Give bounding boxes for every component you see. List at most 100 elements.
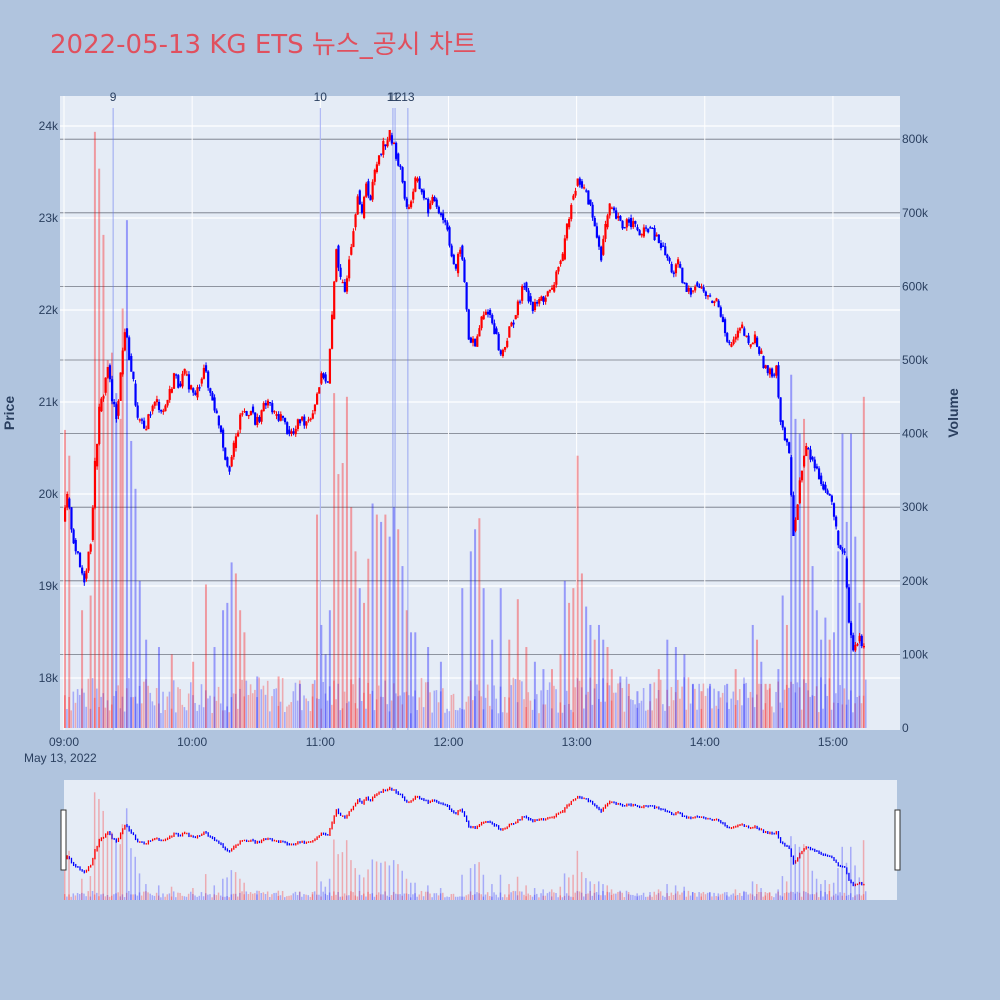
volume-bar: [341, 463, 344, 728]
volume-bar: [350, 507, 353, 728]
volume-bar: [662, 704, 664, 728]
slider-volume-bar: [559, 886, 562, 900]
price-candle: [783, 427, 786, 441]
slider-volume-bar: [427, 891, 429, 900]
slider-volume-bar: [533, 888, 536, 900]
volume-bar: [138, 685, 141, 728]
volume-bar: [190, 682, 192, 728]
volume-bar: [516, 702, 519, 728]
price-candle: [429, 203, 432, 209]
price-candle: [670, 264, 673, 273]
slider-volume-bar: [121, 824, 124, 900]
slider-volume-bar: [461, 896, 463, 900]
price-candle: [377, 155, 381, 165]
volume-bar: [687, 677, 690, 728]
price-candle: [136, 405, 139, 418]
slider-volume-bar: [644, 896, 647, 900]
slider-volume-bar: [651, 896, 653, 900]
slider-volume-bar: [243, 882, 245, 900]
slider-volume-bar: [345, 895, 348, 900]
price-candle: [360, 204, 364, 213]
range-slider-right-handle[interactable]: [894, 809, 901, 871]
volume-bar: [392, 507, 395, 728]
volume-bar: [187, 693, 190, 728]
volume-bar: [728, 708, 730, 728]
slider-volume-bar: [734, 889, 737, 900]
slider-volume-bar: [510, 892, 512, 900]
price-candle: [157, 402, 161, 410]
volume-bar: [98, 168, 101, 728]
slider-volume-bar: [683, 890, 685, 900]
volume-bar: [766, 689, 769, 728]
price-candle: [162, 410, 165, 412]
volume-bar: [414, 632, 417, 728]
volume-bar: [743, 683, 746, 728]
price-candle: [78, 552, 82, 568]
volume-bar: [826, 695, 829, 728]
range-slider-left-handle[interactable]: [60, 809, 67, 871]
slider-volume-bar: [399, 894, 401, 900]
price-candle: [542, 296, 545, 302]
slider-volume-bar: [610, 895, 613, 900]
volume-bar: [817, 712, 820, 728]
slider-volume-bar: [783, 893, 786, 900]
slider-volume-bar: [736, 894, 739, 900]
price-candle: [536, 302, 539, 304]
volume-bar: [700, 708, 703, 728]
y2-tick-label: 0: [902, 721, 909, 735]
slider-volume-bar: [589, 881, 591, 900]
volume-bar: [847, 699, 850, 728]
volume-bar: [651, 710, 653, 728]
volume-bar: [837, 702, 839, 728]
slider-volume-bar: [809, 894, 811, 900]
volume-bar: [121, 696, 124, 728]
slider-volume-bar: [465, 895, 468, 900]
price-candle: [561, 253, 564, 261]
slider-volume-bar: [550, 889, 553, 900]
volume-bar: [482, 709, 485, 728]
slider-volume-bar: [204, 874, 207, 900]
volume-bar: [204, 690, 207, 728]
volume-bar: [666, 639, 669, 728]
slider-volume-bar: [796, 891, 799, 900]
price-candle: [476, 336, 479, 347]
slider-volume-bar: [691, 892, 694, 900]
slider-volume-bar: [546, 893, 549, 900]
volume-bar: [102, 693, 105, 728]
volume-bar: [850, 433, 853, 728]
range-slider-background[interactable]: [64, 780, 897, 900]
price-candle: [390, 135, 393, 144]
slider-volume-bar: [309, 896, 312, 900]
slider-volume-bar: [102, 893, 104, 900]
volume-bar: [74, 702, 77, 728]
volume-bar: [296, 700, 299, 728]
price-candle: [841, 549, 844, 552]
volume-bar: [215, 700, 218, 728]
volume-bar: [550, 669, 553, 728]
volume-bar: [256, 676, 259, 728]
slider-volume-bar: [348, 895, 350, 900]
volume-bar: [68, 696, 70, 728]
price-candle: [177, 375, 180, 388]
volume-bar: [820, 639, 823, 728]
volume-bar: [262, 685, 265, 728]
slider-volume-bar: [732, 893, 735, 900]
slider-volume-bar: [279, 895, 282, 900]
volume-bar: [756, 694, 758, 728]
slider-volume-bar: [155, 892, 158, 900]
slider-volume-bar: [401, 895, 403, 900]
volume-bar: [580, 573, 583, 728]
slider-volume-bar: [333, 839, 335, 900]
price-candle: [326, 381, 329, 383]
slider-volume-bar: [794, 844, 796, 900]
slider-volume-bar: [452, 893, 455, 900]
slider-volume-bar: [318, 894, 320, 900]
price-candle: [743, 328, 746, 336]
slider-volume-bar: [591, 895, 594, 900]
volume-bar: [397, 529, 400, 728]
slider-volume-bar: [822, 896, 824, 900]
slider-volume-bar: [638, 895, 641, 900]
price-candle: [634, 221, 637, 224]
slider-volume-bar: [811, 894, 814, 900]
